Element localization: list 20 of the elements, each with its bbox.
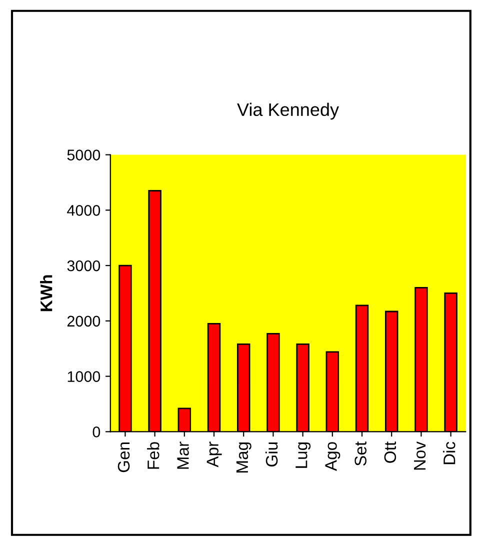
x-tick-label: Mag [236, 442, 252, 472]
x-tick-label: Nov [414, 441, 426, 470]
x-tick-label: Mar [177, 442, 189, 469]
x-tick-label: Dic [443, 442, 456, 464]
x-tick-label: Lug [296, 442, 311, 468]
y-tick-label: 5000 [67, 150, 100, 160]
x-tick-label: Gen [118, 442, 130, 472]
y-tick-label: 3000 [67, 260, 100, 272]
y-tick-label: 2000 [67, 316, 100, 327]
chart-title: Via Kennedy [237, 102, 340, 120]
x-tick-label: Apr [206, 442, 222, 468]
x-tick-label: Giu [265, 442, 278, 467]
x-tick-label: Feb [147, 442, 160, 469]
x-tick-label: Set [354, 442, 366, 466]
y-tick-label: 1000 [68, 371, 100, 382]
x-tick-label: Ago [325, 442, 340, 472]
y-tick-label: 0 [92, 426, 100, 438]
y-tick-label: 4000 [67, 205, 100, 216]
y-axis-title: KWh [40, 275, 52, 312]
x-tick-label: Ott [384, 442, 396, 463]
